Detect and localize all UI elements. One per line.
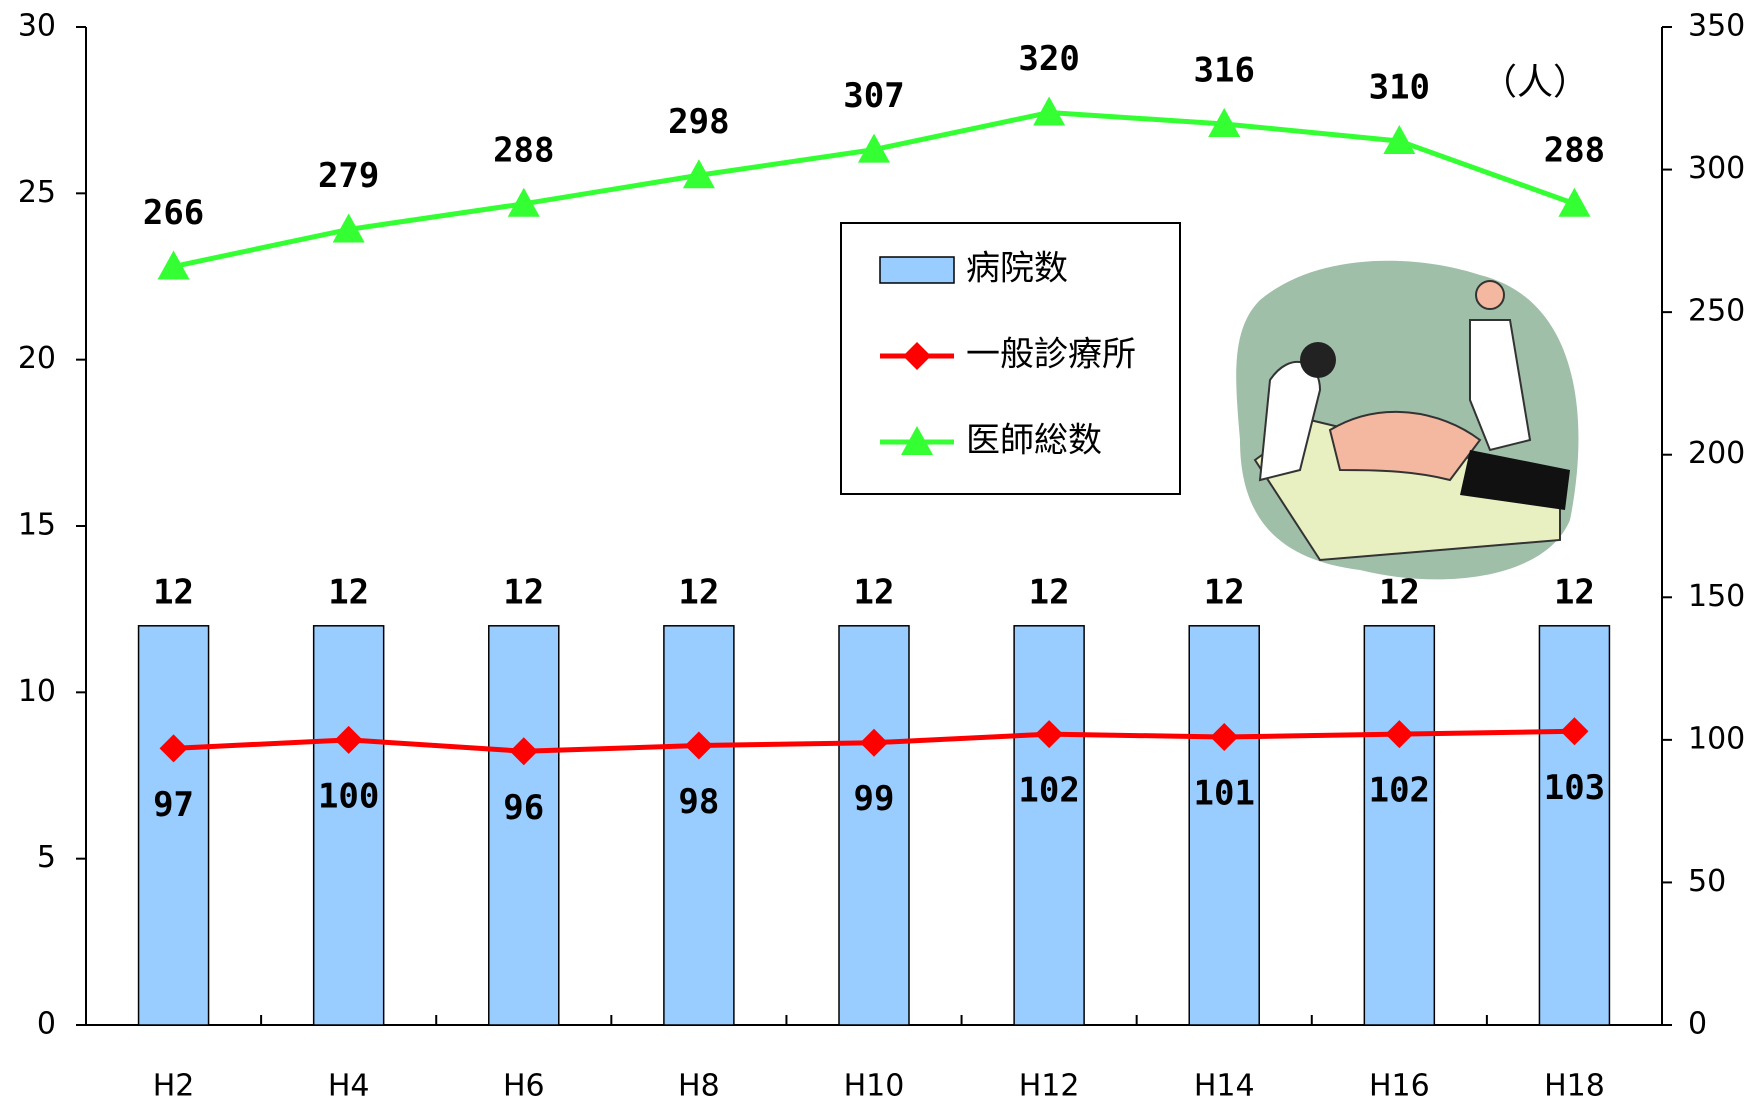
- bar: [312, 625, 385, 1026]
- data-label: 97: [153, 785, 194, 825]
- data-label: 12: [503, 572, 544, 612]
- marker: [1383, 125, 1416, 155]
- marker: [682, 159, 715, 189]
- data-label: 103: [1544, 768, 1605, 808]
- data-label: 266: [143, 193, 204, 233]
- x-tick-label: H2: [153, 1069, 195, 1104]
- data-label: 99: [854, 779, 895, 819]
- x-tick-label: H8: [678, 1069, 720, 1104]
- data-label: 320: [1018, 39, 1079, 79]
- y-tick-label: 25: [18, 175, 56, 210]
- y-tick-label: 10: [18, 674, 56, 709]
- y2-tick-label: 350: [1688, 9, 1745, 44]
- bar: [488, 625, 560, 1026]
- y2-tick-label: 0: [1688, 1007, 1707, 1042]
- marker: [1035, 720, 1064, 749]
- data-label: 12: [854, 572, 895, 612]
- x-tick-label: H4: [328, 1069, 370, 1104]
- y-tick-label: 0: [37, 1007, 56, 1042]
- legend-label: 医師総数: [966, 421, 1102, 461]
- y-tick-label: 20: [18, 341, 56, 376]
- bar: [838, 625, 910, 1026]
- y2-tick-label: 100: [1688, 721, 1745, 756]
- marker: [860, 728, 888, 757]
- marker: [507, 187, 540, 217]
- y-tick-label: 15: [18, 508, 56, 543]
- data-label: 307: [843, 76, 904, 116]
- data-label: 12: [1554, 572, 1595, 612]
- data-label: 12: [678, 572, 719, 612]
- data-label: 288: [1544, 130, 1605, 170]
- data-label: 102: [1018, 771, 1079, 811]
- data-label: 101: [1194, 774, 1255, 814]
- bar: [1188, 625, 1260, 1026]
- marker: [1033, 96, 1066, 126]
- legend-swatch: [879, 256, 955, 284]
- y2-tick-label: 50: [1688, 864, 1726, 899]
- marker: [334, 725, 363, 754]
- bar: [137, 625, 210, 1026]
- bar: [1363, 625, 1436, 1026]
- y-tick-label: 5: [37, 840, 56, 875]
- legend-label: 一般診療所: [966, 335, 1136, 375]
- y2-tick-label: 150: [1688, 579, 1745, 614]
- x-tick-label: H14: [1194, 1069, 1255, 1104]
- marker: [332, 213, 365, 243]
- data-label: 12: [1029, 572, 1070, 612]
- marker: [157, 250, 190, 280]
- data-label: 288: [493, 130, 554, 170]
- data-label: 12: [1379, 572, 1420, 612]
- marker: [1208, 107, 1241, 137]
- legend-label: 病院数: [966, 249, 1068, 289]
- data-label: 12: [328, 572, 369, 612]
- marker: [1560, 717, 1589, 746]
- data-label: 100: [318, 776, 379, 816]
- annotation: （人）: [1481, 62, 1589, 103]
- marker: [684, 731, 713, 760]
- data-label: 316: [1194, 50, 1255, 90]
- data-label: 12: [153, 572, 194, 612]
- x-tick-label: H12: [1019, 1069, 1080, 1104]
- data-label: 96: [503, 788, 544, 828]
- legend-marker: [903, 342, 931, 370]
- clipart: [1236, 260, 1579, 580]
- data-label: 310: [1369, 68, 1430, 108]
- marker: [509, 737, 538, 766]
- bar: [1013, 625, 1085, 1026]
- x-tick-label: H10: [844, 1069, 905, 1104]
- marker: [1385, 720, 1414, 749]
- legend-marker: [901, 426, 933, 455]
- y2-tick-label: 200: [1688, 436, 1745, 471]
- y2-tick-label: 300: [1688, 151, 1745, 186]
- marker: [1210, 723, 1239, 752]
- marker: [159, 734, 188, 763]
- bar: [1538, 625, 1611, 1026]
- data-label: 98: [678, 782, 719, 822]
- data-label: 298: [668, 102, 729, 142]
- x-tick-label: H18: [1544, 1069, 1605, 1104]
- x-tick-label: H16: [1369, 1069, 1430, 1104]
- y-tick-label: 30: [18, 9, 56, 44]
- y2-tick-label: 250: [1688, 294, 1745, 329]
- data-label: 12: [1204, 572, 1245, 612]
- marker: [1558, 187, 1591, 217]
- bar: [663, 625, 735, 1026]
- x-tick-label: H6: [503, 1069, 545, 1104]
- data-label: 279: [318, 156, 379, 196]
- data-label: 102: [1369, 771, 1430, 811]
- marker: [858, 133, 890, 163]
